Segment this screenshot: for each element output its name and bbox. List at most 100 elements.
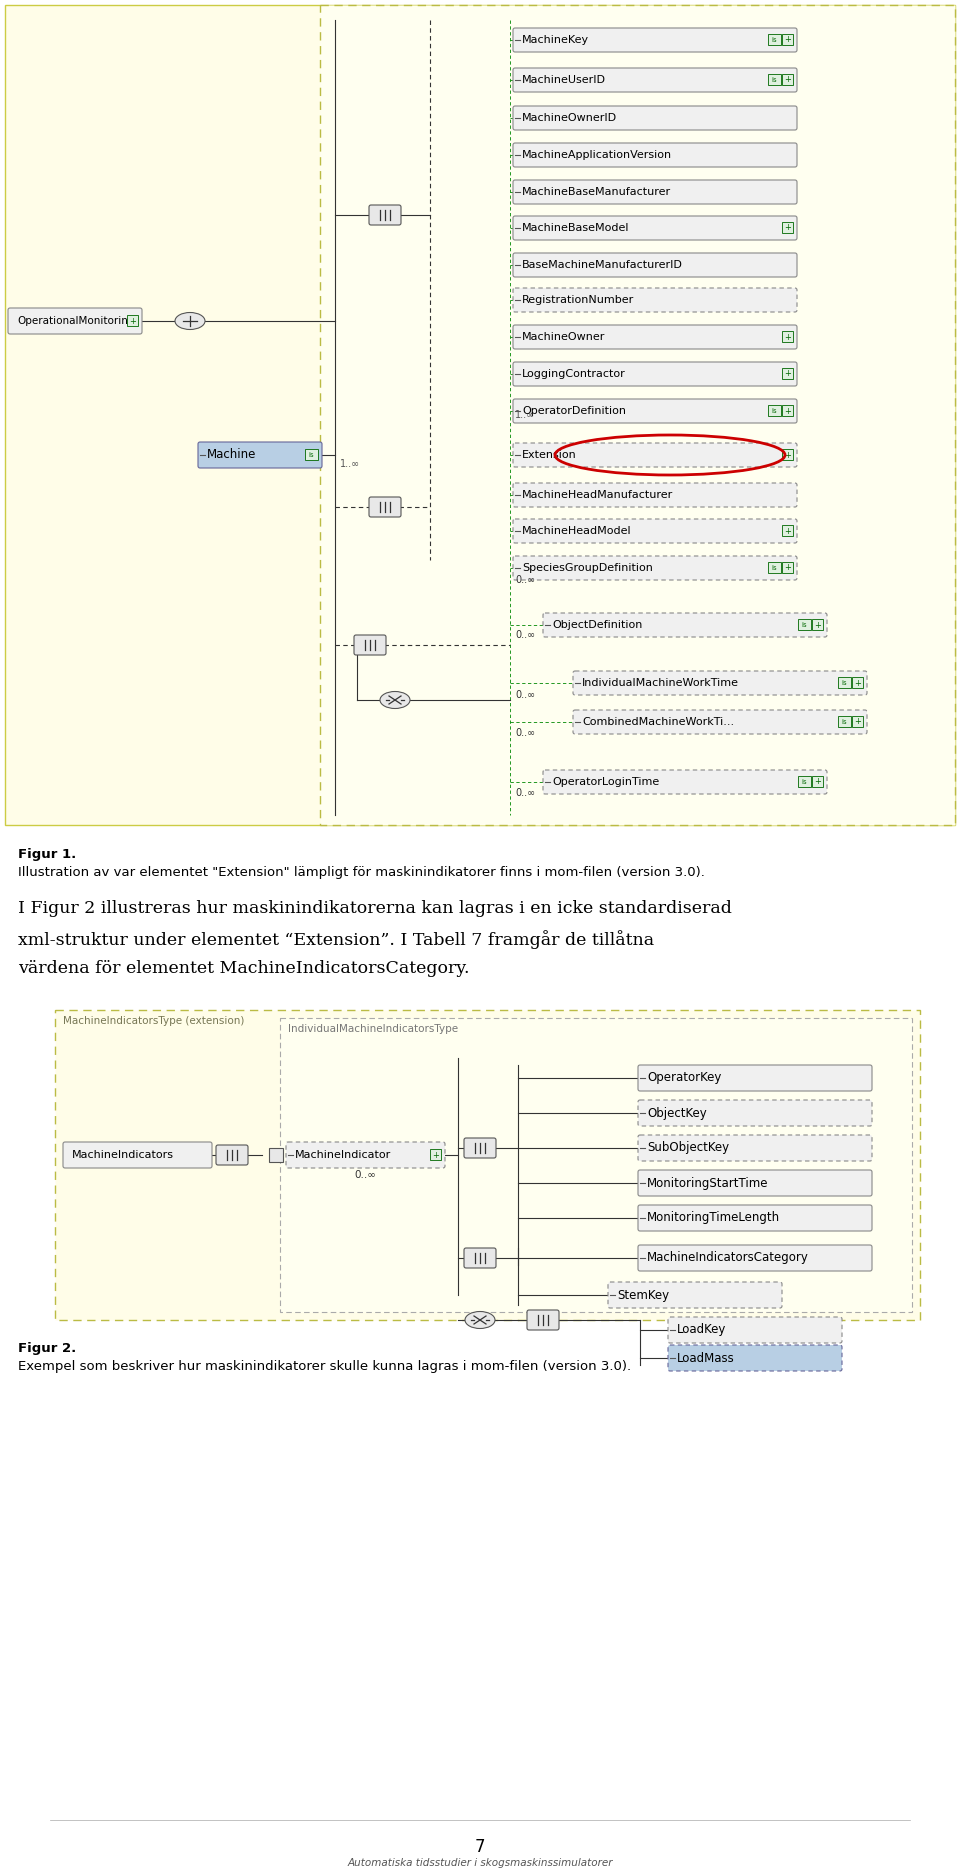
Text: +: + <box>784 370 791 379</box>
FancyBboxPatch shape <box>812 777 823 788</box>
FancyBboxPatch shape <box>280 1019 912 1311</box>
Text: Figur 2.: Figur 2. <box>18 1341 76 1354</box>
Text: SpeciesGroupDefinition: SpeciesGroupDefinition <box>522 563 653 572</box>
Text: is: is <box>772 38 778 43</box>
FancyBboxPatch shape <box>513 68 797 92</box>
Ellipse shape <box>380 692 410 709</box>
FancyBboxPatch shape <box>782 525 793 537</box>
FancyBboxPatch shape <box>638 1135 872 1161</box>
Text: +: + <box>784 407 791 415</box>
Text: I Figur 2 illustreras hur maskinindikatorerna kan lagras i en icke standardisera: I Figur 2 illustreras hur maskinindikato… <box>18 900 732 917</box>
FancyBboxPatch shape <box>513 289 797 311</box>
Text: MachineUserID: MachineUserID <box>522 75 606 84</box>
Text: IndividualMachineWorkTime: IndividualMachineWorkTime <box>582 677 739 688</box>
FancyBboxPatch shape <box>782 405 793 416</box>
Text: is: is <box>802 623 807 628</box>
FancyBboxPatch shape <box>782 368 793 379</box>
FancyBboxPatch shape <box>513 180 797 204</box>
Text: is: is <box>802 779 807 784</box>
Text: MachineOwner: MachineOwner <box>522 332 606 341</box>
Text: MachineApplicationVersion: MachineApplicationVersion <box>522 150 672 159</box>
FancyBboxPatch shape <box>369 497 401 518</box>
Text: IndividualMachineIndicatorsType: IndividualMachineIndicatorsType <box>288 1024 458 1034</box>
Ellipse shape <box>175 313 205 330</box>
FancyBboxPatch shape <box>573 672 867 694</box>
Text: +: + <box>854 679 861 687</box>
Ellipse shape <box>465 1311 495 1328</box>
FancyBboxPatch shape <box>63 1142 212 1169</box>
FancyBboxPatch shape <box>127 315 138 326</box>
FancyBboxPatch shape <box>768 563 781 574</box>
Text: +: + <box>784 527 791 535</box>
Text: is: is <box>772 407 778 415</box>
Text: MachineBaseModel: MachineBaseModel <box>522 223 630 233</box>
Text: is: is <box>309 452 314 458</box>
Text: 0..∞: 0..∞ <box>515 690 536 700</box>
FancyBboxPatch shape <box>768 405 781 416</box>
Text: 1..∞: 1..∞ <box>515 411 536 420</box>
Text: is: is <box>772 565 778 570</box>
Text: LoggingContractor: LoggingContractor <box>522 370 626 379</box>
Text: Figur 1.: Figur 1. <box>18 848 76 861</box>
Text: MachineBaseManufacturer: MachineBaseManufacturer <box>522 188 671 197</box>
FancyBboxPatch shape <box>513 107 797 129</box>
Text: +: + <box>784 563 791 572</box>
Text: StemKey: StemKey <box>617 1289 669 1302</box>
Text: +: + <box>784 450 791 460</box>
FancyBboxPatch shape <box>513 325 797 349</box>
FancyBboxPatch shape <box>638 1246 872 1272</box>
Text: OperatorKey: OperatorKey <box>647 1071 721 1084</box>
Text: 0..∞: 0..∞ <box>515 576 536 585</box>
Text: Machine: Machine <box>207 448 256 461</box>
Text: +: + <box>814 621 821 630</box>
FancyBboxPatch shape <box>513 28 797 53</box>
Text: +: + <box>784 36 791 45</box>
FancyBboxPatch shape <box>543 613 827 638</box>
Text: MonitoringStartTime: MonitoringStartTime <box>647 1176 769 1189</box>
FancyBboxPatch shape <box>782 34 793 45</box>
FancyBboxPatch shape <box>812 619 823 630</box>
FancyBboxPatch shape <box>216 1144 248 1165</box>
Text: xml-struktur under elementet “Extension”. I Tabell 7 framgår de tillåtna: xml-struktur under elementet “Extension”… <box>18 930 654 949</box>
FancyBboxPatch shape <box>768 34 781 45</box>
FancyBboxPatch shape <box>513 362 797 386</box>
FancyBboxPatch shape <box>543 769 827 794</box>
FancyBboxPatch shape <box>320 6 955 825</box>
Text: MachineOwnerID: MachineOwnerID <box>522 113 617 124</box>
Text: +: + <box>784 223 791 233</box>
Text: OperationalMonitoring: OperationalMonitoring <box>17 315 134 326</box>
FancyBboxPatch shape <box>782 332 793 343</box>
Text: Illustration av var elementet "Extension" lämpligt för maskinindikatorer finns i: Illustration av var elementet "Extension… <box>18 867 705 880</box>
FancyBboxPatch shape <box>782 223 793 233</box>
Text: OperatorLoginTime: OperatorLoginTime <box>552 777 660 788</box>
FancyBboxPatch shape <box>798 619 811 630</box>
FancyBboxPatch shape <box>638 1204 872 1231</box>
FancyBboxPatch shape <box>638 1099 872 1126</box>
FancyBboxPatch shape <box>608 1281 782 1308</box>
FancyBboxPatch shape <box>513 443 797 467</box>
Text: LoadKey: LoadKey <box>677 1323 727 1336</box>
Text: värdena för elementet MachineIndicatorsCategory.: värdena för elementet MachineIndicatorsC… <box>18 961 469 977</box>
Text: MachineHeadManufacturer: MachineHeadManufacturer <box>522 490 673 501</box>
Text: 0..∞: 0..∞ <box>515 788 536 797</box>
FancyBboxPatch shape <box>513 555 797 580</box>
Text: 0..∞: 0..∞ <box>515 630 536 640</box>
Text: Automatiska tidsstudier i skogsmaskinssimulatorer: Automatiska tidsstudier i skogsmaskinssi… <box>348 1857 612 1868</box>
FancyBboxPatch shape <box>668 1317 842 1343</box>
Text: +: + <box>814 777 821 786</box>
FancyBboxPatch shape <box>782 75 793 86</box>
FancyBboxPatch shape <box>513 400 797 422</box>
Text: OperatorDefinition: OperatorDefinition <box>522 405 626 416</box>
Text: 7: 7 <box>475 1838 485 1855</box>
FancyBboxPatch shape <box>513 216 797 240</box>
Text: MachineHeadModel: MachineHeadModel <box>522 525 632 537</box>
Text: 0..∞: 0..∞ <box>354 1171 376 1180</box>
Text: +: + <box>432 1150 439 1159</box>
Text: SubObjectKey: SubObjectKey <box>647 1141 730 1154</box>
Text: BaseMachineManufacturerID: BaseMachineManufacturerID <box>522 261 683 270</box>
Text: MachineKey: MachineKey <box>522 36 589 45</box>
FancyBboxPatch shape <box>305 450 318 460</box>
FancyBboxPatch shape <box>464 1139 496 1157</box>
FancyBboxPatch shape <box>573 709 867 734</box>
FancyBboxPatch shape <box>513 253 797 278</box>
